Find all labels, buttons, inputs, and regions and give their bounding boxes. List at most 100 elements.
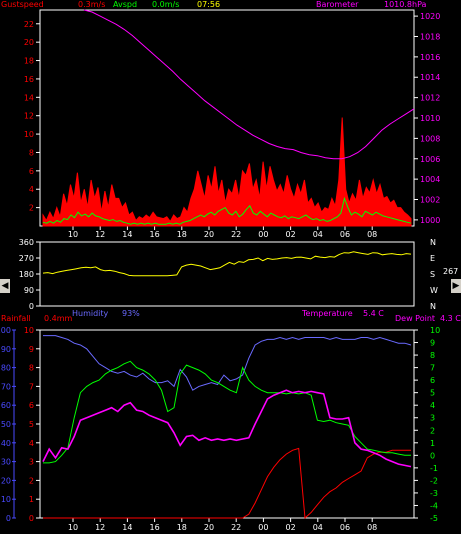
x-tick-label: 04 [313,230,323,239]
rain-value: 0.4mm [44,314,73,323]
x-tick-label: 02 [286,230,296,239]
wind-deg-tick-label: 90 [24,286,34,295]
temp-tick-label: 6 [430,376,435,385]
x-tick-label: 14 [122,230,132,239]
temp-tick-label: 0 [430,451,435,460]
humidity-tick-label: 10 [1,495,11,504]
y-left-tick-label: 22 [24,20,34,29]
humidity-tick-label: 40 [1,439,11,448]
temperature-value: 5.4 C [363,309,384,318]
wind-deg-tick-label: 360 [19,238,34,247]
rain-tick-label: 0 [29,514,34,523]
y-right-tick-label: 1008 [420,134,440,143]
rainfall-series [43,447,411,520]
wind-deg-tick-label: 270 [19,254,34,263]
rain-tick-label: 7 [29,382,34,391]
x-tick-label: 08 [367,230,377,239]
temp-tick-label: -3 [430,489,438,498]
barometer-series [83,9,415,160]
y-left-tick-label: 6 [29,167,34,176]
temperature-series [42,389,412,468]
y-left-tick-label: 16 [24,75,34,84]
y-right-tick-label: 1010 [420,114,440,123]
temp-tick-label: -4 [430,501,438,510]
rain-label: Rainfall [1,314,31,323]
baro-value: 1010.8hPa [384,0,427,9]
humidity-value: 93% [122,309,140,318]
temp-tick-label: 2 [430,426,435,435]
x-tick-label: 00 [258,523,268,532]
time-value: 07:56 [197,0,221,9]
x-tick-label: 18 [177,523,187,532]
x-tick-label: 22 [231,230,241,239]
rain-tick-label: 1 [29,495,34,504]
x-tick-label: 10 [68,230,78,239]
wind-direction-series [42,251,412,277]
scroll-right-button[interactable]: ▶ [451,279,461,293]
x-tick-label: 08 [367,523,377,532]
avspd-value: 0.0m/s [152,0,180,9]
x-tick-label: 16 [150,523,160,532]
temp-tick-label: -5 [430,514,438,523]
rain-tick-label: 10 [24,326,34,335]
x-tick-label: 12 [95,230,105,239]
panel-2-frame [39,241,415,307]
x-tick-label: 00 [258,230,268,239]
x-tick-label: 04 [313,523,323,532]
humidity-tick-label: 100 [0,326,11,335]
y-left-tick-label: 14 [24,93,34,102]
temp-tick-label: -2 [430,476,438,485]
rain-tick-label: 3 [29,458,34,467]
y-right-tick-label: 1020 [420,12,440,21]
temp-tick-label: 3 [430,414,435,423]
rain-tick-label: 9 [29,345,34,354]
gust-label: Gustspeed [1,0,44,9]
rain-tick-label: 8 [29,364,34,373]
y-right-tick-label: 1000 [420,216,440,225]
temperature-label: Temperature [302,309,353,318]
avspd-series [42,196,412,225]
x-tick-label: 14 [122,523,132,532]
x-tick-label: 20 [204,523,214,532]
humidity-tick-label: 20 [1,476,11,485]
y-left-tick-label: 12 [24,112,34,121]
header-panel-1: Gustspeed 0.3m/s Avspd 0.0m/s 07:56 Baro… [0,0,461,10]
y-left-tick-label: 10 [24,130,34,139]
x-tick-label: 16 [150,230,160,239]
dewpoint-series [43,360,411,464]
humidity-label: Humidity [72,309,109,318]
scroll-left-button[interactable]: ◀ [0,279,10,293]
y-right-tick-label: 1004 [420,175,440,184]
temp-tick-label: 8 [430,351,435,360]
y-left-tick-label: 20 [24,38,34,47]
humidity-tick-label: 80 [1,364,11,373]
temp-tick-label: 4 [430,401,435,410]
compass-tick-label: S [430,270,435,279]
humidity-tick-label: 0 [6,514,11,523]
temp-tick-label: 9 [430,339,435,348]
humidity-tick-label: 60 [1,401,11,410]
x-tick-label: 10 [68,523,78,532]
avspd-label: Avspd [113,0,138,9]
temp-tick-label: -1 [430,464,438,473]
y-left-tick-label: 8 [29,148,34,157]
humidity-tick-label: 30 [1,458,11,467]
header-panel-3: Rainfall 0.4mm Humidity 93% Temperature … [0,309,461,324]
x-tick-label: 22 [231,523,241,532]
y-right-tick-label: 1016 [420,53,440,62]
compass-tick-label: W [430,286,438,295]
rain-tick-label: 6 [29,401,34,410]
x-tick-label: 12 [95,523,105,532]
compass-tick-label: E [430,254,435,263]
y-left-tick-label: 4 [29,185,34,194]
temp-tick-label: 10 [430,326,440,335]
x-tick-label: 06 [340,523,350,532]
wind-dir-value: 267 [443,267,459,276]
wind-deg-tick-label: 180 [19,270,34,279]
x-tick-label: 20 [204,230,214,239]
rain-tick-label: 5 [29,420,34,429]
gustspeed-series [42,117,412,227]
temp-tick-label: 5 [430,389,435,398]
y-right-tick-label: 1006 [420,155,440,164]
